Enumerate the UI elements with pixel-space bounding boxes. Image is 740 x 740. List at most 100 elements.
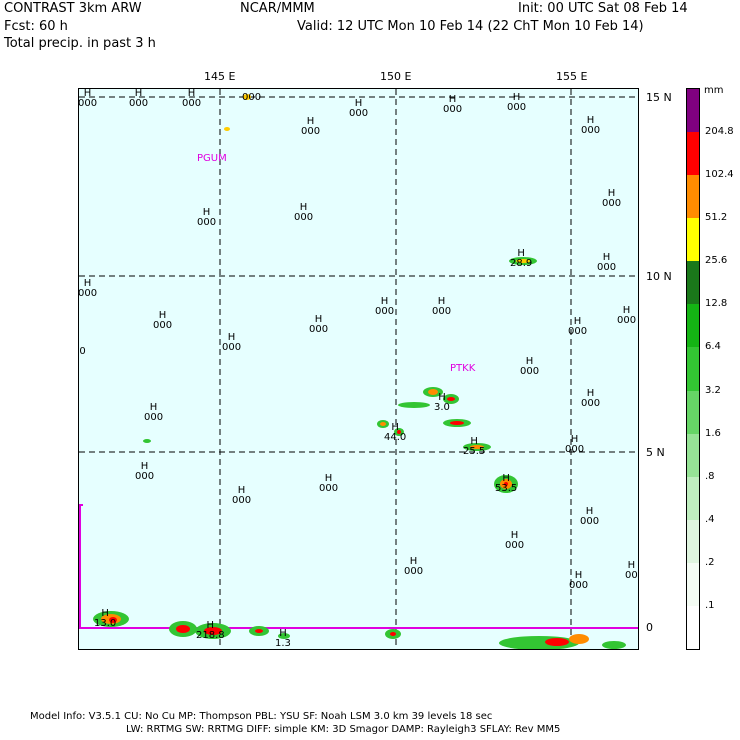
colorbar-label: 51.2 — [705, 212, 728, 224]
precip-cell-44-0 — [377, 420, 404, 436]
colorbar — [686, 88, 700, 650]
high-value: 000 — [294, 212, 314, 223]
high-marker: H — [602, 252, 611, 263]
high-value: 1.3 — [275, 638, 291, 649]
model-title: CONTRAST 3km ARW — [4, 1, 142, 16]
colorbar-label: .8 — [705, 470, 715, 482]
lat-label-15: 15 N — [646, 91, 672, 104]
high-value: 25.5 — [463, 446, 486, 457]
precip-cell-top — [224, 127, 230, 131]
high-marker: H — [574, 570, 583, 581]
high-marker: H — [627, 560, 636, 571]
high-value: 53.5 — [495, 483, 518, 494]
high-marker: H — [607, 188, 616, 199]
high-value: 000 — [568, 326, 588, 337]
lat-lon-grid — [79, 89, 638, 649]
colorbar-swatch — [687, 433, 699, 477]
high-marker: H — [354, 98, 363, 109]
colorbar-swatch — [687, 304, 699, 348]
high-marker: H — [409, 556, 418, 567]
precip-cell-53-5 — [494, 475, 518, 493]
high-marker: H — [622, 305, 631, 316]
colorbar-units: mm — [704, 85, 724, 96]
colorbar-swatch — [687, 605, 699, 649]
precip-cells — [93, 94, 626, 649]
high-marker: H — [149, 402, 158, 413]
footer-physics-info: LW: RRTMG SW: RRTMG DIFF: simple KM: 3D … — [126, 724, 561, 735]
forecast-hour: Fcst: 60 h — [4, 19, 68, 34]
colorbar-label: .2 — [705, 556, 715, 568]
high-marker: H — [586, 115, 595, 126]
high-marker: H — [510, 530, 519, 541]
lon-label-150: 150 E — [380, 70, 412, 83]
high-value: 28.9 — [510, 258, 533, 269]
high-marker: H — [586, 388, 595, 399]
colorbar-label: .4 — [705, 513, 715, 525]
high-marker: H — [134, 88, 143, 99]
valid-time: Valid: 12 UTC Mon 10 Feb 14 (22 ChT Mon … — [297, 19, 644, 34]
lon-label-145: 145 E — [204, 70, 236, 83]
precip-cell-25-5 — [463, 443, 491, 451]
high-value: 000 — [432, 306, 452, 317]
lat-label-10: 10 N — [646, 270, 672, 283]
high-marker: H — [573, 316, 582, 327]
high-value: 000 — [569, 580, 589, 591]
high-value: 000 — [349, 108, 369, 119]
high-value: 000 — [242, 92, 262, 103]
high-marker: H — [570, 434, 579, 445]
high-value: 000 — [232, 495, 252, 506]
colorbar-swatch — [687, 562, 699, 606]
high-value: 000 — [222, 342, 242, 353]
precip-cell-3-0 — [398, 387, 459, 408]
high-value: 000 — [78, 288, 98, 299]
colorbar-label: 6.4 — [705, 341, 721, 353]
precip-map: PGUM PTKK H 000 H 000 H 000 000 H 000 H 000 H… — [78, 88, 639, 650]
high-value: 00 — [625, 570, 638, 581]
high-marker: H — [391, 422, 399, 433]
station-ptkk: PTKK — [450, 363, 476, 374]
high-value: 000 — [505, 540, 525, 551]
colorbar-label: 102.4 — [705, 169, 734, 181]
map-graphics — [79, 89, 638, 649]
high-value: 000 — [319, 483, 339, 494]
high-value: 000 — [602, 198, 622, 209]
high-marker: H — [101, 608, 109, 619]
high-marker: H — [83, 278, 92, 289]
precip-cell-east — [443, 419, 471, 427]
colorbar-swatch — [687, 218, 699, 262]
high-value: 000 — [565, 444, 585, 455]
high-value: 000 — [581, 398, 601, 409]
high-marker: H — [158, 310, 167, 321]
precip-cell-equator — [93, 611, 626, 649]
high-value: 000 — [129, 98, 149, 109]
lon-label-155: 155 E — [556, 70, 588, 83]
high-marker: H — [512, 92, 521, 103]
high-value: 000 — [197, 217, 217, 228]
high-marker: H — [140, 461, 149, 472]
lat-label-0: 0 — [646, 621, 653, 634]
precip-cell-28-9 — [509, 257, 537, 265]
high-value: 000 — [507, 102, 527, 113]
high-marker: H — [470, 436, 478, 447]
field-name: Total precip. in past 3 h — [4, 36, 156, 51]
high-value: 000 — [153, 320, 173, 331]
high-value: 44.0 — [384, 432, 407, 443]
high-value: 00 — [79, 346, 86, 357]
colorbar-label: 204.8 — [705, 126, 734, 138]
colorbar-label: 1.6 — [705, 427, 721, 439]
high-value: 000 — [617, 315, 637, 326]
high-marker: H — [585, 506, 594, 517]
high-value: 218.8 — [196, 630, 225, 641]
footer-model-info: Model Info: V3.5.1 CU: No Cu MP: Thompso… — [30, 711, 493, 722]
colorbar-label: .1 — [705, 599, 715, 611]
high-value: 000 — [581, 125, 601, 136]
high-value: 000 — [301, 126, 321, 137]
high-marker: H — [306, 116, 315, 127]
high-value: 000 — [375, 306, 395, 317]
high-marker: H — [502, 473, 510, 484]
colorbar-swatch — [687, 347, 699, 391]
high-marker: H — [314, 314, 323, 325]
high-marker: H — [438, 392, 446, 403]
high-marker: H — [206, 620, 215, 631]
high-marker: H — [437, 296, 446, 307]
